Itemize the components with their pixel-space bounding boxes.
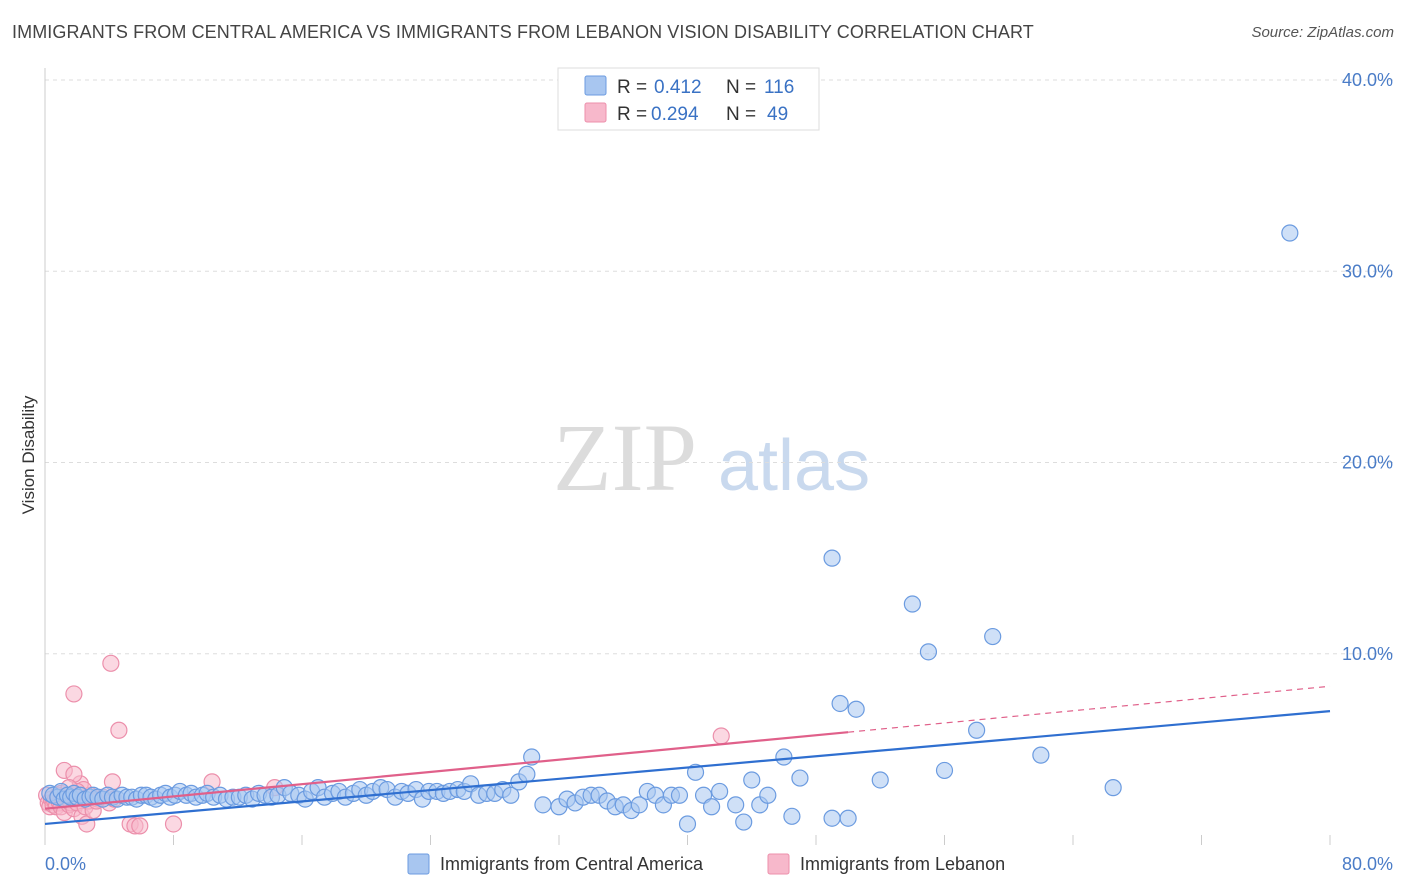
data-point-central-america	[630, 796, 648, 814]
trend-line-central-america	[44, 710, 1331, 826]
data-point-lebanon	[164, 815, 183, 833]
data-point-central-america	[775, 748, 793, 766]
legend-swatch-pink	[584, 102, 607, 123]
y-tick-label: 40.0%	[1342, 70, 1393, 90]
data-point-central-america	[935, 761, 954, 780]
data-point-central-america	[670, 786, 689, 804]
y-axis-label: Vision Disability	[19, 395, 38, 514]
data-point-central-america	[727, 796, 745, 814]
data-point-lebanon	[131, 817, 149, 835]
y-tick-label: 30.0%	[1342, 261, 1393, 281]
legend-r-label-1: R =	[617, 77, 647, 98]
legend-n-label-1: N =	[726, 77, 756, 98]
legend-r-label-2: R =	[617, 104, 647, 125]
trend-line-lebanon	[44, 731, 849, 810]
data-point-central-america	[686, 763, 705, 781]
watermark: ZIP atlas	[553, 404, 870, 511]
data-point-lebanon	[65, 685, 83, 703]
data-point-central-america	[903, 595, 921, 613]
watermark-atlas: atlas	[718, 426, 870, 506]
legend-n-value-1: 116	[764, 77, 794, 98]
series-central-america-points	[41, 224, 1299, 833]
bottom-legend-swatch-pink	[767, 853, 790, 875]
y-tick-labels: 10.0% 20.0% 30.0% 40.0%	[1342, 70, 1393, 664]
data-point-central-america	[711, 782, 729, 801]
x-tick-labels: 0.0% 80.0%	[45, 854, 1393, 874]
data-point-central-america	[847, 700, 865, 718]
data-point-central-america	[743, 771, 761, 789]
legend-bottom: Immigrants from Central America Immigran…	[407, 853, 1005, 875]
data-point-central-america	[831, 694, 849, 713]
data-point-central-america	[919, 643, 938, 661]
data-point-lebanon	[110, 721, 128, 739]
data-point-central-america	[984, 627, 1002, 646]
legend-n-label-2: N =	[726, 104, 756, 125]
axes	[44, 68, 1331, 845]
data-point-central-america	[968, 721, 986, 739]
data-point-central-america	[1032, 746, 1050, 764]
bottom-legend-swatch-blue	[407, 853, 430, 875]
legend-r-value-2: 0.294	[651, 104, 699, 125]
legend-n-value-2: 49	[767, 104, 788, 125]
watermark-zip: ZIP	[553, 404, 697, 511]
legend-swatch-blue	[584, 75, 607, 96]
data-point-central-america	[759, 786, 777, 804]
x-tick-label-max: 80.0%	[1342, 854, 1393, 874]
y-tick-label: 10.0%	[1342, 644, 1393, 664]
x-tick-label-min: 0.0%	[45, 854, 86, 874]
data-point-central-america	[783, 807, 801, 825]
y-tick-label: 20.0%	[1342, 453, 1393, 473]
data-point-central-america	[735, 813, 753, 831]
data-point-lebanon	[712, 727, 730, 745]
gridlines	[45, 79, 1393, 655]
data-point-central-america	[1104, 779, 1122, 797]
bottom-legend-label-1: Immigrants from Central America	[440, 854, 704, 874]
bottom-legend-label-2: Immigrants from Lebanon	[800, 854, 1005, 874]
legend-r-value-1: 0.412	[654, 77, 702, 98]
data-point-central-america	[678, 815, 697, 833]
legend-top: R = 0.412 N = 116 R = 0.294 N = 49	[557, 67, 820, 131]
data-point-central-america	[534, 796, 552, 814]
chart-title: IMMIGRANTS FROM CENTRAL AMERICA VS IMMIG…	[12, 22, 1034, 42]
data-point-central-america	[823, 549, 841, 567]
data-point-central-america	[823, 809, 841, 827]
data-point-central-america	[839, 809, 857, 827]
data-point-central-america	[1281, 224, 1299, 242]
data-point-central-america	[702, 798, 721, 816]
source-label: Source: ZipAtlas.com	[1251, 24, 1394, 41]
trend-lines	[44, 685, 1331, 826]
data-point-central-america	[871, 771, 889, 789]
data-point-central-america	[791, 769, 809, 787]
data-point-central-america	[518, 765, 536, 783]
trend-line-lebanon-extrapolated	[848, 685, 1331, 733]
data-point-central-america	[502, 786, 520, 804]
data-point-lebanon	[102, 654, 120, 672]
